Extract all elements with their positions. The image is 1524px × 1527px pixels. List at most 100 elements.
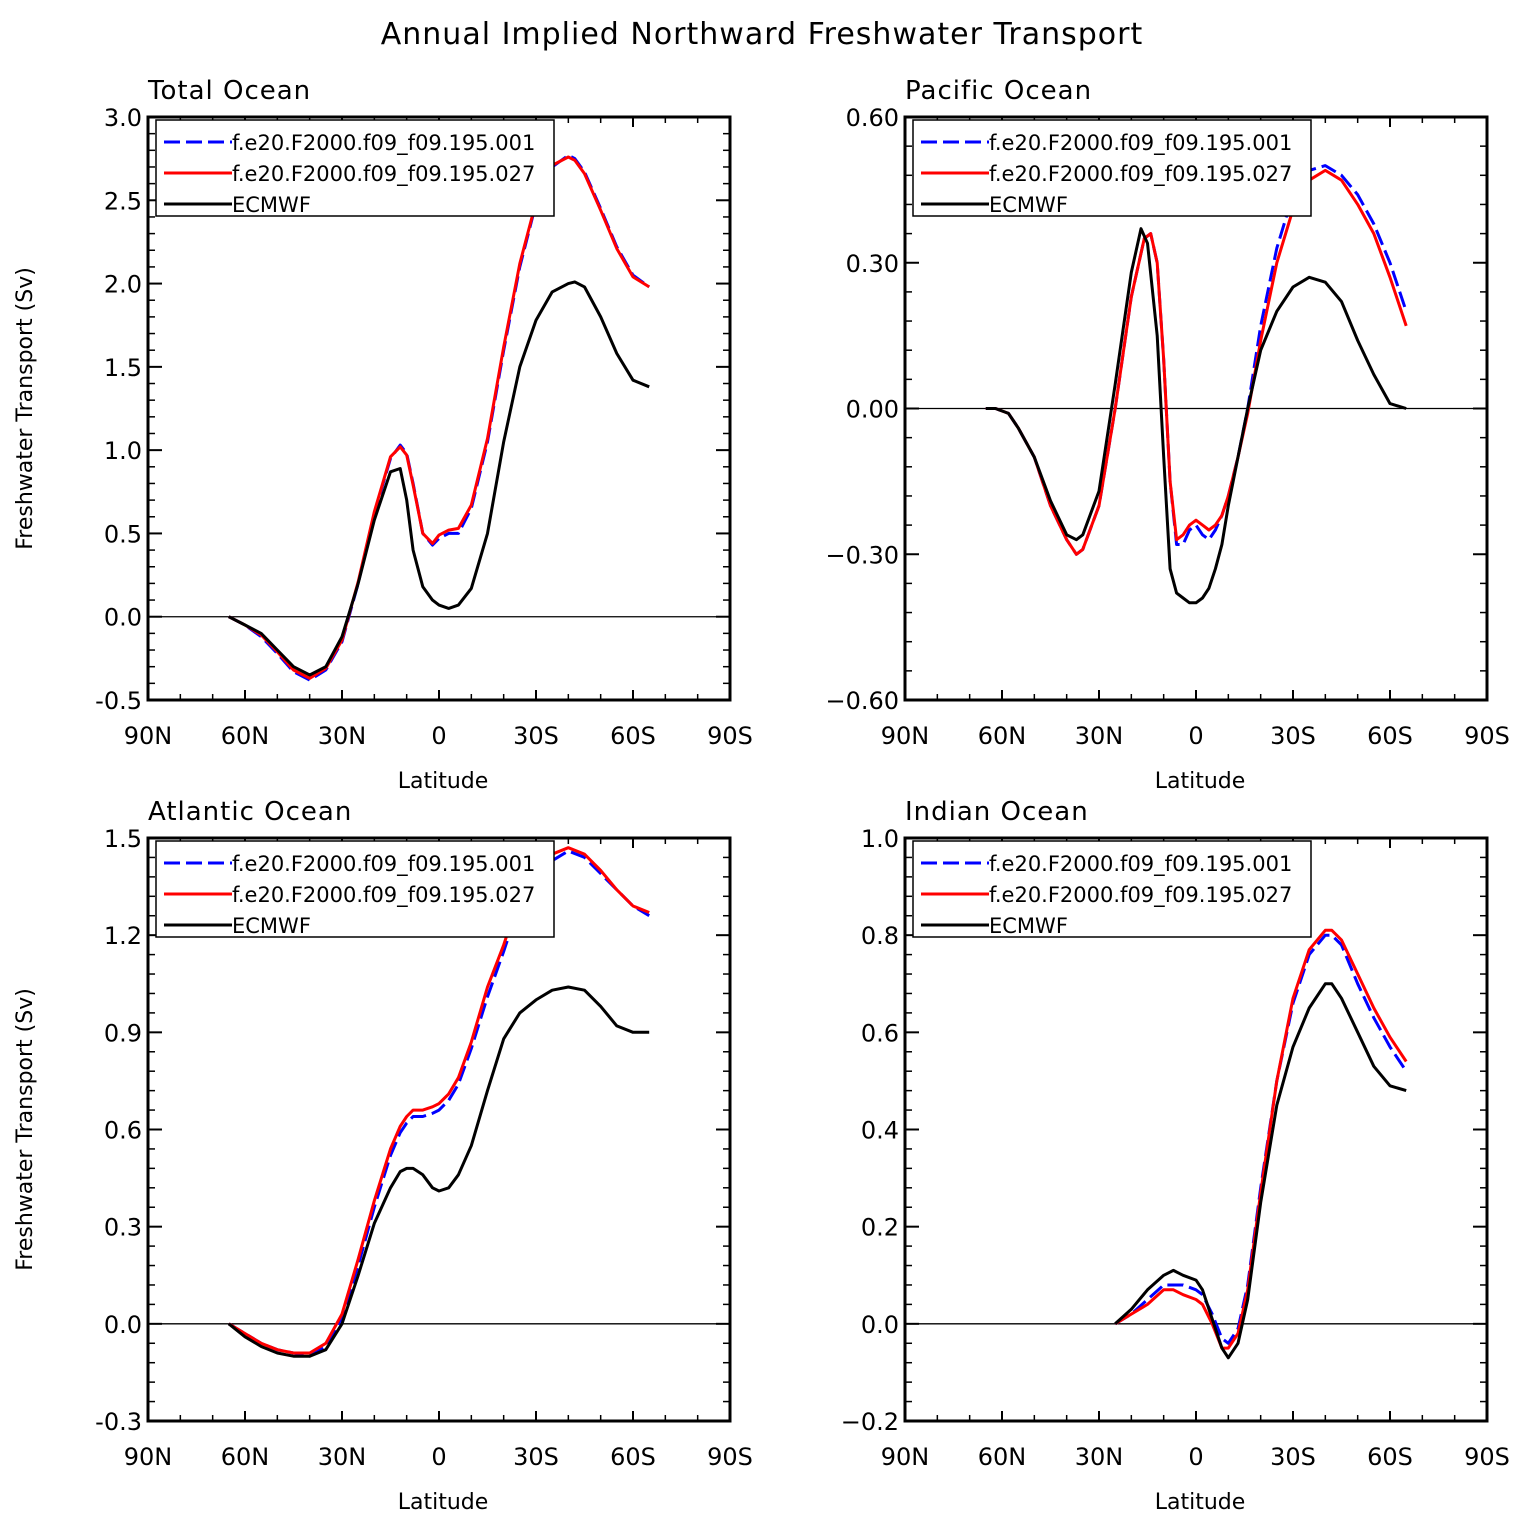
- x-tick-label: 0: [1188, 722, 1203, 750]
- y-tick-label: 0.60: [846, 104, 899, 132]
- y-tick-label: 1.0: [861, 825, 899, 853]
- x-tick-label: 60N: [221, 1443, 270, 1471]
- x-tick-label: 60S: [1367, 722, 1413, 750]
- legend-label: ECMWF: [989, 193, 1068, 217]
- x-tick-label: 30N: [318, 1443, 367, 1471]
- x-axis-label: Latitude: [398, 769, 489, 794]
- chart-panel-2: Pacific Ocean 90N 60N 30N 0 30S 60S 90S −0.60 −0.…: [825, 76, 1509, 794]
- x-tick-label: 90S: [707, 1443, 753, 1471]
- series-line-3: [985, 227, 1407, 605]
- x-tick-label: 30S: [1270, 722, 1316, 750]
- y-tick-label: 0.8: [861, 922, 899, 950]
- panel-title: Total Ocean: [147, 76, 311, 106]
- legend-box: [155, 840, 555, 938]
- legend-label: f.e20.F2000.f09_f09.195.027: [232, 162, 535, 187]
- legend: f.e20.F2000.f09_f09.195.001 f.e20.F2000.f…: [912, 119, 1312, 217]
- y-tick-label: 2.0: [104, 271, 142, 299]
- x-tick-label: 30S: [1270, 1443, 1316, 1471]
- x-tick-label: 90N: [881, 722, 930, 750]
- series-line-3: [228, 280, 650, 677]
- x-tick-label: 30N: [318, 722, 367, 750]
- x-tick-label: 90N: [124, 1443, 173, 1471]
- chart-panel-3: Atlantic Ocean 90N 60N 30N 0 30S 60S 90S -0.3 0.0…: [13, 797, 753, 1515]
- x-tick-label: 0: [431, 722, 446, 750]
- plot-frame: [146, 836, 732, 1423]
- y-tick-label: 0.6: [861, 1019, 899, 1047]
- series-line-3: [1114, 982, 1407, 1360]
- y-tick-label: −0.60: [825, 687, 899, 715]
- chart-panel-4: Indian Ocean 90N 60N 30N 0 30S 60S 90S −0.2 0.0 0.…: [841, 797, 1510, 1515]
- legend-label: f.e20.F2000.f09_f09.195.027: [989, 883, 1292, 908]
- x-tick-label: 90N: [124, 722, 173, 750]
- legend-box: [155, 119, 555, 217]
- x-tick-label: 60N: [221, 722, 270, 750]
- plot-frame: [903, 836, 1489, 1423]
- y-tick-label: 1.5: [104, 825, 142, 853]
- legend-label: f.e20.F2000.f09_f09.195.001: [989, 852, 1292, 877]
- x-tick-label: 90S: [1464, 1443, 1510, 1471]
- series-line-2: [228, 155, 650, 680]
- y-tick-label: 0.5: [104, 520, 142, 548]
- x-axis-label: Latitude: [1155, 769, 1246, 794]
- y-tick-label: 2.5: [104, 187, 142, 215]
- x-tick-label: 30N: [1075, 722, 1124, 750]
- panel-title: Indian Ocean: [905, 797, 1089, 827]
- x-tick-label: 60N: [978, 722, 1027, 750]
- x-tick-label: 90S: [1464, 722, 1510, 750]
- y-tick-label: 0.0: [104, 604, 142, 632]
- series-line-2: [228, 846, 650, 1355]
- y-tick-label: −0.30: [825, 541, 899, 569]
- figure-title: Annual Implied Northward Freshwater Tran…: [381, 17, 1143, 52]
- legend-label: f.e20.F2000.f09_f09.195.001: [232, 131, 535, 156]
- x-axis-label: Latitude: [398, 1490, 489, 1515]
- y-axis-label: Freshwater Transport (Sv): [13, 267, 38, 550]
- y-tick-label: 0.00: [846, 396, 899, 424]
- y-tick-label: 0.0: [861, 1311, 899, 1339]
- y-tick-label: 0.0: [104, 1311, 142, 1339]
- x-tick-label: 90S: [707, 722, 753, 750]
- legend: f.e20.F2000.f09_f09.195.001 f.e20.F2000.f…: [155, 840, 555, 938]
- series-line-3: [227, 985, 650, 1358]
- panel-title: Atlantic Ocean: [148, 797, 352, 827]
- x-axis-label: Latitude: [1155, 1490, 1246, 1515]
- plot-frame: [146, 115, 732, 702]
- series-line-2: [1114, 928, 1408, 1350]
- y-tick-label: −0.2: [841, 1408, 899, 1436]
- legend-label: f.e20.F2000.f09_f09.195.027: [232, 883, 535, 908]
- legend-label: f.e20.F2000.f09_f09.195.001: [989, 131, 1292, 156]
- y-tick-label: 0.2: [861, 1214, 899, 1242]
- legend-label: f.e20.F2000.f09_f09.195.001: [232, 852, 535, 877]
- x-tick-label: 30S: [513, 722, 559, 750]
- legend: f.e20.F2000.f09_f09.195.001 f.e20.F2000.f…: [912, 840, 1312, 938]
- y-tick-label: 3.0: [104, 104, 142, 132]
- y-tick-label: 1.0: [104, 437, 142, 465]
- y-tick-label: 0.6: [104, 1117, 142, 1145]
- legend-label: ECMWF: [989, 914, 1068, 938]
- chart-panels: Total Ocean 90N 60N 30N 0 30S 60S 90S -0.5 0.0 0.5…: [13, 76, 1510, 1515]
- legend-label: ECMWF: [232, 914, 311, 938]
- legend-label: ECMWF: [232, 193, 311, 217]
- x-tick-label: 30N: [1075, 1443, 1124, 1471]
- y-tick-label: 0.4: [861, 1117, 899, 1145]
- y-tick-label: 0.30: [846, 250, 899, 278]
- legend-label: f.e20.F2000.f09_f09.195.027: [989, 162, 1292, 187]
- x-tick-label: 0: [431, 1443, 446, 1471]
- y-tick-label: 1.5: [104, 354, 142, 382]
- y-tick-label: 0.3: [104, 1214, 142, 1242]
- legend-box: [912, 840, 1312, 938]
- x-tick-label: 60S: [610, 1443, 656, 1471]
- series-line-1: [228, 153, 651, 682]
- y-tick-label: -0.3: [95, 1408, 142, 1436]
- x-tick-label: 0: [1188, 1443, 1203, 1471]
- x-tick-label: 30S: [513, 1443, 559, 1471]
- legend-box: [912, 119, 1312, 217]
- plot-frame: [903, 115, 1489, 702]
- panel-title: Pacific Ocean: [905, 76, 1092, 106]
- legend: f.e20.F2000.f09_f09.195.001 f.e20.F2000.f…: [155, 119, 555, 217]
- series-line-1: [1114, 933, 1408, 1345]
- x-tick-label: 90N: [881, 1443, 930, 1471]
- chart-panel-1: Total Ocean 90N 60N 30N 0 30S 60S 90S -0.5 0.0 0.5…: [13, 76, 753, 794]
- y-tick-label: 0.9: [104, 1019, 142, 1047]
- y-tick-label: 1.2: [104, 922, 142, 950]
